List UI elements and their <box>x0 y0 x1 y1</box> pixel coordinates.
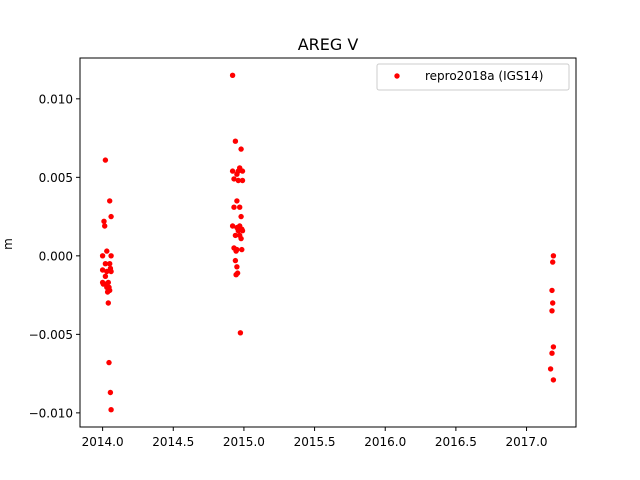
data-point <box>235 228 241 234</box>
data-point <box>107 261 113 267</box>
data-point <box>229 72 236 79</box>
y-tick-label: 0.010 <box>39 92 73 106</box>
x-tick-label: 2014.5 <box>152 435 194 449</box>
data-point <box>233 272 239 278</box>
x-tick-label: 2016.5 <box>435 435 477 449</box>
data-point <box>234 264 240 270</box>
data-point <box>549 350 555 356</box>
data-point <box>239 246 245 253</box>
data-point <box>232 138 239 144</box>
data-point <box>107 198 113 204</box>
data-point <box>104 268 110 275</box>
legend-label: repro2018a (IGS14) <box>425 69 543 83</box>
data-point <box>549 287 555 294</box>
data-point <box>104 248 110 254</box>
data-point <box>238 146 244 152</box>
data-point <box>550 253 557 259</box>
legend-box <box>376 63 570 91</box>
x-tick-label: 2017.0 <box>506 435 548 449</box>
data-point <box>234 198 240 204</box>
data-point <box>237 204 243 210</box>
data-point <box>547 366 554 372</box>
x-tick-label: 2016.0 <box>364 435 406 449</box>
data-point <box>101 218 107 224</box>
data-point <box>235 177 241 184</box>
y-tick-label: −0.010 <box>29 406 73 420</box>
data-point <box>550 259 556 265</box>
data-point <box>108 268 114 275</box>
data-point <box>233 248 239 254</box>
legend: repro2018a (IGS14) <box>376 63 570 91</box>
data-point <box>108 213 114 220</box>
data-point <box>102 223 108 229</box>
data-point <box>108 407 114 413</box>
y-axis-label: m <box>1 238 15 250</box>
data-point <box>550 344 557 350</box>
data-point <box>102 157 109 163</box>
data-point <box>99 253 106 259</box>
y-axis-ticks: −0.010 −0.005 0.000 0.005 0.010 <box>29 92 80 420</box>
data-point <box>550 300 556 306</box>
x-axis-ticks: 2014.0 2014.5 2015.0 2015.5 2016.0 2016.5 2017… <box>82 427 548 449</box>
y-tick-label: 0.005 <box>39 171 73 185</box>
data-point <box>550 377 557 383</box>
data-point <box>239 177 246 184</box>
data-point <box>239 168 246 174</box>
data-point <box>234 171 240 177</box>
x-tick-label: 2015.5 <box>294 435 336 449</box>
data-point <box>99 267 106 273</box>
data-point <box>231 176 237 182</box>
plot-area-frame <box>79 57 577 428</box>
data-point <box>549 308 555 314</box>
y-tick-label: 0.000 <box>39 249 73 263</box>
data-point <box>239 228 246 234</box>
data-point <box>232 257 239 264</box>
chart-title: AREG V <box>298 35 359 54</box>
y-tick-label: −0.005 <box>29 328 73 342</box>
data-point <box>102 273 109 279</box>
data-point <box>100 281 107 287</box>
data-point <box>237 330 244 336</box>
data-point <box>105 279 112 286</box>
data-point <box>107 389 114 396</box>
data-point <box>229 223 236 229</box>
data-point <box>108 253 114 259</box>
data-point <box>231 204 237 210</box>
data-point <box>238 235 244 242</box>
data-point <box>232 232 239 239</box>
x-tick-label: 2015.0 <box>223 435 265 449</box>
data-point <box>105 300 112 306</box>
data-point <box>229 168 236 174</box>
data-point <box>106 359 112 366</box>
x-tick-label: 2014.0 <box>82 435 124 449</box>
data-points <box>99 72 557 413</box>
data-point <box>104 289 111 295</box>
data-point <box>102 261 109 267</box>
legend-marker <box>394 73 400 79</box>
data-point <box>238 213 244 220</box>
